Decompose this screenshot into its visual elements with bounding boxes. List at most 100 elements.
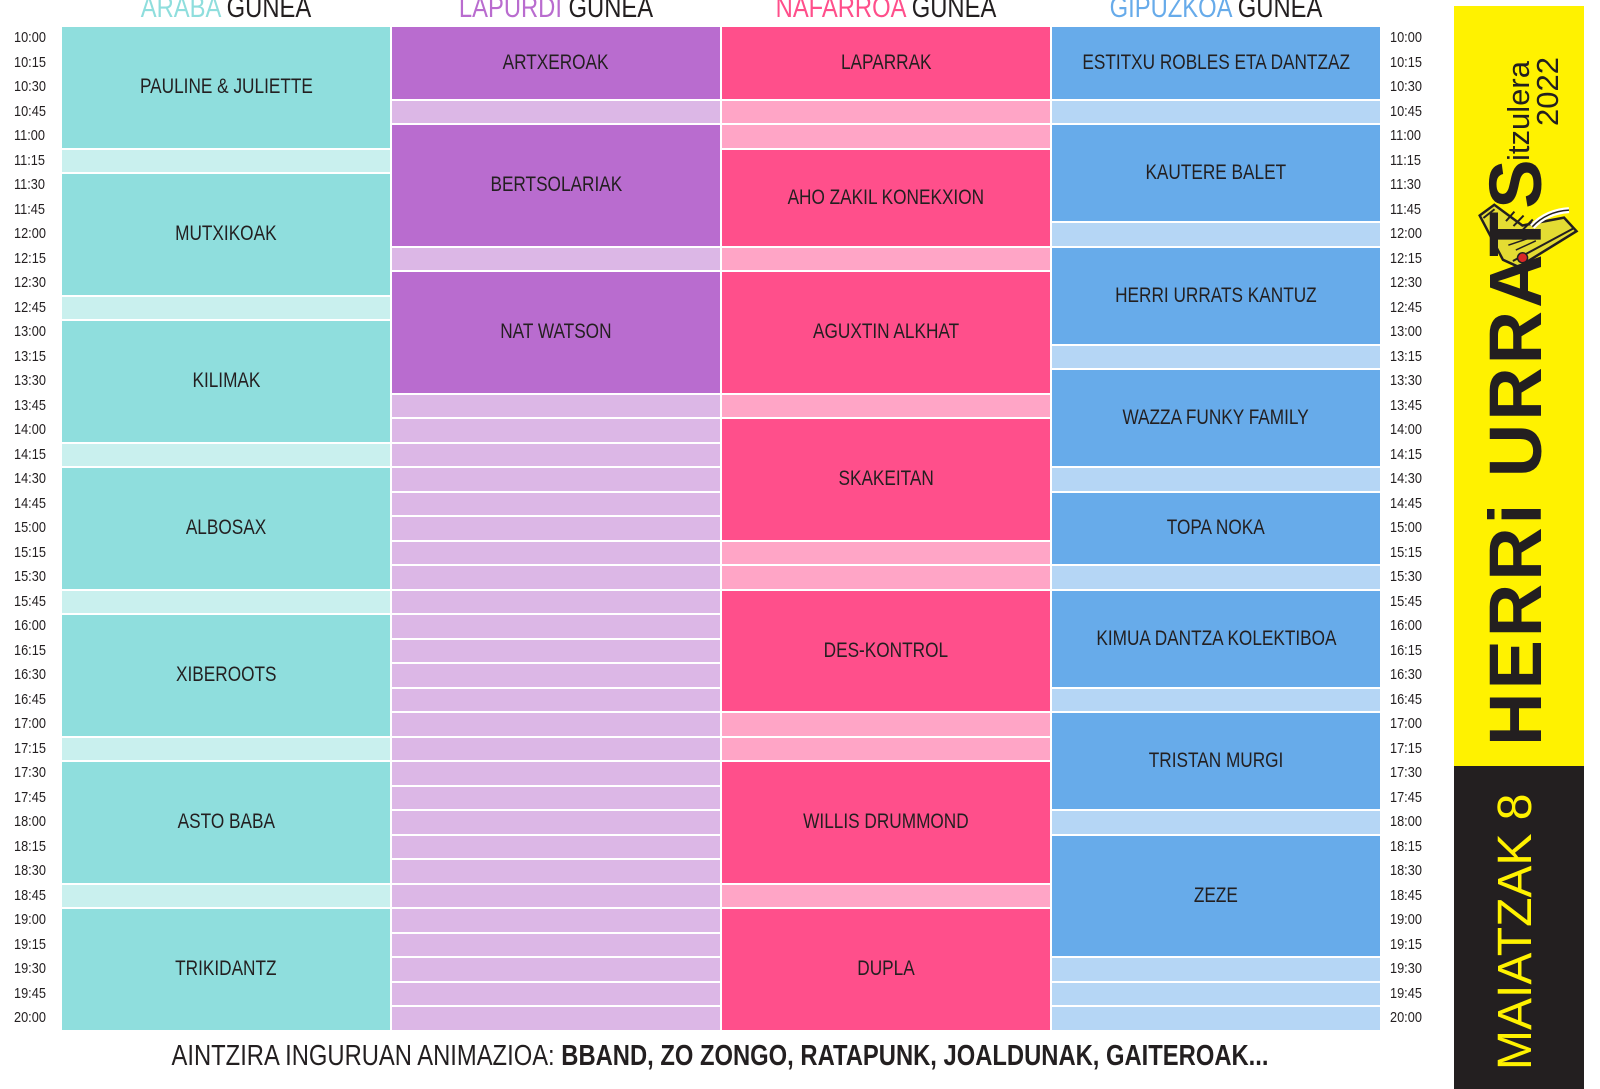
event-block-gipuzkoa[interactable]: HERRI URRATS KANTUZ — [1052, 246, 1380, 345]
event-label: SKAKEITAN — [838, 467, 934, 491]
event-banner: itzulera 2022 HERRi URRATS MAIATZAK 8 — [1454, 6, 1584, 1089]
empty-slot-lapurdi — [392, 491, 720, 516]
event-block-araba[interactable]: KILIMAK — [62, 320, 390, 443]
empty-slot-lapurdi — [392, 810, 720, 835]
event-block-gipuzkoa[interactable]: WAZZA FUNKY FAMILY — [1052, 369, 1380, 467]
event-label: ARTXEROAK — [503, 50, 609, 74]
header-araba-name: ARABA — [140, 0, 221, 24]
time-label: 18:45 — [1390, 886, 1422, 904]
time-label: 14:30 — [14, 470, 46, 487]
empty-slot-araba — [62, 148, 390, 173]
event-block-lapurdi[interactable]: NAT WATSON — [392, 271, 720, 394]
empty-slot-gipuzkoa — [1052, 687, 1380, 712]
event-block-nafarroa[interactable]: AHO ZAKIL KONEKXION — [722, 148, 1050, 247]
event-label: WILLIS DRUMMOND — [803, 810, 969, 834]
event-block-gipuzkoa[interactable]: TOPA NOKA — [1052, 491, 1380, 565]
event-label: ZEZE — [1193, 883, 1238, 907]
event-label: MUTXIKOAK — [175, 222, 277, 246]
event-block-araba[interactable]: PAULINE & JULIETTE — [62, 26, 390, 149]
empty-slot-lapurdi — [392, 467, 720, 492]
time-label: 12:45 — [14, 298, 46, 316]
event-label: TRIKIDANTZ — [175, 957, 277, 981]
time-label: 11:45 — [14, 200, 45, 218]
empty-slot-lapurdi — [392, 589, 720, 614]
event-label: KILIMAK — [192, 369, 260, 393]
event-block-araba[interactable]: TRIKIDANTZ — [62, 908, 390, 1031]
banner-date: MAIATZAK 8 — [1489, 793, 1542, 1071]
event-label: ESTITXU ROBLES ETA DANTZAZ — [1082, 50, 1350, 74]
event-block-nafarroa[interactable]: DES-KONTROL — [722, 589, 1050, 712]
empty-slot-lapurdi — [392, 712, 720, 737]
time-label: 17:15 — [1390, 739, 1422, 757]
footer-bold-list: BBAND, ZO ZONGO, RATAPUNK, JOALDUNAK, GA… — [561, 1040, 1269, 1072]
time-label: 10:30 — [1390, 78, 1422, 95]
time-label: 11:00 — [1390, 127, 1421, 144]
event-block-gipuzkoa[interactable]: ZEZE — [1052, 834, 1380, 957]
empty-slot-nafarroa — [722, 712, 1050, 737]
header-gipuzkoa: GIPUZKOA GUNEA — [1082, 0, 1351, 26]
event-label: WAZZA FUNKY FAMILY — [1122, 406, 1310, 429]
event-block-araba[interactable]: XIBEROOTS — [62, 614, 390, 737]
time-label: 10:15 — [14, 53, 46, 71]
empty-slot-araba — [62, 295, 390, 320]
time-label: 19:30 — [1390, 960, 1422, 977]
event-block-gipuzkoa[interactable]: KAUTERE BALET — [1052, 124, 1380, 222]
event-block-gipuzkoa[interactable]: KIMUA DANTZA KOLEKTIBOA — [1052, 589, 1380, 688]
time-label: 17:00 — [14, 715, 46, 732]
event-label: XIBEROOTS — [175, 663, 277, 687]
empty-slot-lapurdi — [392, 516, 720, 541]
event-block-nafarroa[interactable]: LAPARRAK — [722, 26, 1050, 100]
time-label: 17:30 — [1390, 764, 1422, 781]
time-label: 11:45 — [1390, 200, 1421, 218]
time-label: 18:00 — [14, 813, 46, 830]
time-label: 11:15 — [1390, 151, 1421, 169]
event-block-araba[interactable]: ALBOSAX — [62, 467, 390, 590]
time-label: 10:30 — [14, 78, 46, 95]
event-block-nafarroa[interactable]: AGUXTIN ALKHAT — [722, 271, 1050, 394]
event-block-lapurdi[interactable]: ARTXEROAK — [392, 26, 720, 100]
event-block-araba[interactable]: MUTXIKOAK — [62, 173, 390, 296]
event-block-nafarroa[interactable]: DUPLA — [722, 908, 1050, 1031]
time-label: 19:15 — [1390, 935, 1422, 953]
event-label: TRISTAN MURGI — [1148, 749, 1284, 772]
empty-slot-gipuzkoa — [1052, 99, 1380, 124]
time-label: 18:45 — [14, 886, 46, 904]
event-block-nafarroa[interactable]: WILLIS DRUMMOND — [722, 761, 1050, 884]
empty-slot-lapurdi — [392, 687, 720, 712]
time-label: 14:30 — [1390, 470, 1422, 487]
footer-animation-line: AINTZIRA INGURUAN ANIMAZIOA: BBAND, ZO Z… — [130, 1040, 1311, 1073]
empty-slot-lapurdi — [392, 834, 720, 859]
time-label: 19:00 — [1390, 911, 1422, 928]
empty-slot-lapurdi — [392, 932, 720, 957]
empty-slot-lapurdi — [392, 1006, 720, 1031]
event-block-nafarroa[interactable]: SKAKEITAN — [722, 418, 1050, 541]
event-block-lapurdi[interactable]: BERTSOLARIAK — [392, 124, 720, 247]
empty-slot-lapurdi — [392, 981, 720, 1006]
empty-slot-lapurdi — [392, 908, 720, 933]
event-block-gipuzkoa[interactable]: TRISTAN MURGI — [1052, 712, 1380, 810]
time-label: 18:30 — [14, 862, 46, 879]
sneaker-icon — [1478, 203, 1579, 269]
time-label: 13:45 — [14, 396, 46, 414]
time-label: 15:30 — [14, 568, 46, 585]
header-nafarroa: NAFARROA GUNEA — [752, 0, 1021, 26]
time-label: 10:15 — [1390, 53, 1422, 71]
event-label: ALBOSAX — [185, 516, 267, 540]
time-label: 18:15 — [1390, 837, 1422, 855]
time-label: 10:00 — [14, 29, 46, 46]
event-block-gipuzkoa[interactable]: ESTITXU ROBLES ETA DANTZAZ — [1052, 26, 1380, 100]
event-label: HERRI URRATS KANTUZ — [1115, 283, 1317, 307]
time-label: 16:30 — [14, 666, 46, 683]
empty-slot-lapurdi — [392, 614, 720, 639]
time-label: 20:00 — [14, 1009, 46, 1026]
empty-slot-lapurdi — [392, 442, 720, 467]
header-nafarroa-suffix: GUNEA — [911, 0, 997, 24]
event-block-araba[interactable]: ASTO BABA — [62, 761, 390, 884]
header-lapurdi-name: LAPURDI — [458, 0, 562, 24]
event-label: DES-KONTROL — [823, 638, 949, 662]
empty-slot-nafarroa — [722, 99, 1050, 124]
time-label: 12:45 — [1390, 298, 1422, 316]
column-separator — [720, 26, 722, 1031]
time-label: 12:30 — [1390, 274, 1422, 291]
